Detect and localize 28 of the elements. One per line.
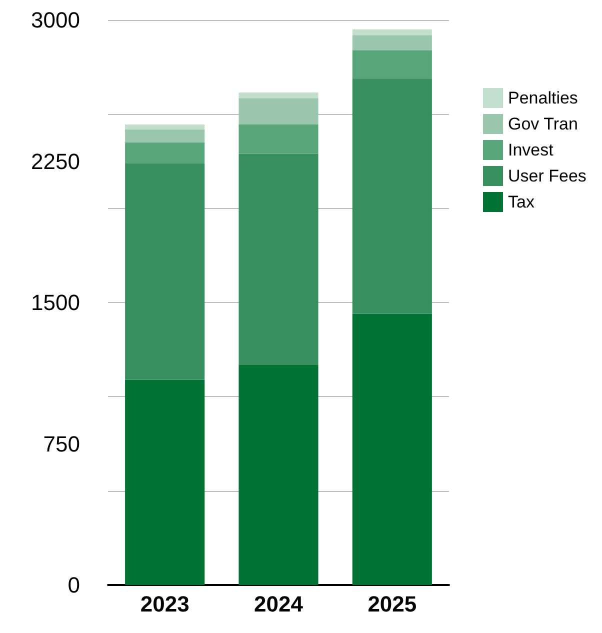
bar: [125, 124, 205, 130]
y-tick-label: 2250: [31, 148, 80, 174]
legend-label: User Fees: [508, 166, 586, 186]
bar: [352, 78, 432, 314]
legend-label: Penalties: [508, 88, 578, 108]
x-tick-label: 2024: [254, 592, 304, 616]
y-tick-label: 0: [68, 572, 80, 598]
x-tick-label: 2023: [140, 592, 190, 616]
y-tick-label: 3000: [31, 8, 80, 32]
bar: [352, 35, 432, 50]
bar: [238, 124, 318, 154]
bar: [125, 142, 205, 164]
bar: [238, 154, 318, 365]
y-tick-label: 1500: [31, 290, 80, 315]
bar: [352, 314, 432, 585]
bar: [238, 92, 318, 98]
legend-label: Gov Tran: [508, 114, 578, 134]
bar: [125, 380, 205, 585]
bar: [352, 29, 432, 36]
bar: [125, 129, 205, 142]
legend-label: Invest: [508, 140, 554, 160]
legend-label: Tax: [508, 192, 535, 212]
bar: [238, 364, 318, 585]
x-tick-label: 2025: [368, 592, 417, 616]
bar: [125, 163, 205, 380]
bar: [238, 98, 318, 125]
bar: [352, 50, 432, 78]
y-tick-label: 750: [43, 431, 80, 456]
